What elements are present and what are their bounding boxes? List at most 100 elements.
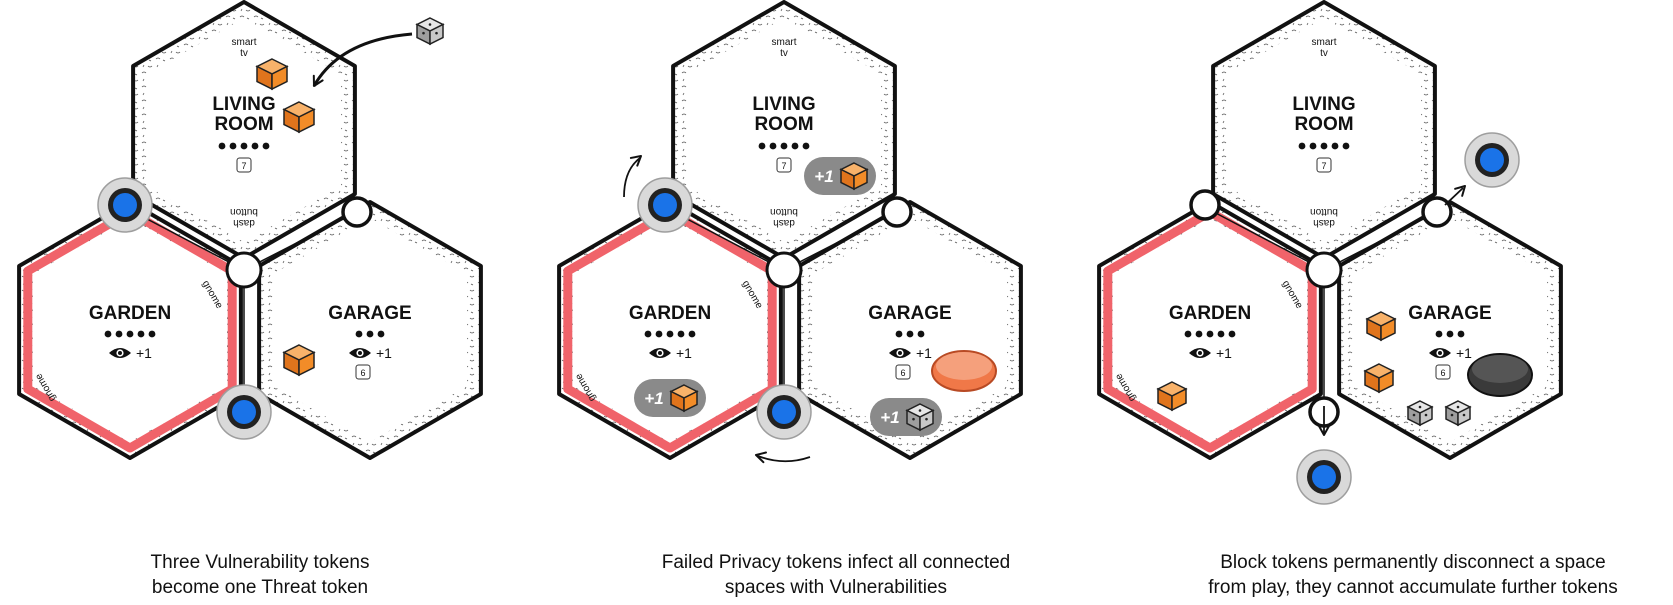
threat-cube-icon [1406,400,1434,427]
privacy-token-bottom [756,384,812,440]
cost-dot [218,142,226,150]
living-cost-dots [218,142,270,150]
chip-label: +1 [880,408,899,427]
number-box [895,364,911,380]
cost-dot [1217,330,1225,338]
tile-notch [881,196,913,228]
garage-cost-dots [895,330,925,338]
garage-title: GARAGE [1408,303,1491,324]
privacy-token-icon [1480,148,1504,172]
panel-3: smarttvLIVINGROOM7dashbuttonGARDEN+1gnom… [1097,0,1563,505]
vulnerability-cube-icon [282,344,316,377]
living-room-title-2: ROOM [214,114,273,135]
cost-dot [366,330,374,338]
arrow-head-icon [312,74,324,87]
block-token-top [1472,355,1528,383]
edge-line [129,209,245,271]
arrow-to-living [312,32,413,87]
living-feature-top-1: smart [232,37,257,48]
garage-cost-dots [355,330,385,338]
cost-dot [1228,330,1236,338]
tile-garden-inner [33,218,227,442]
cost-dot [148,330,156,338]
threat-cube-icon [905,403,935,432]
vulnerability-cube-icon [255,58,289,91]
cost-dot [1446,330,1454,338]
edge-line [1323,211,1438,271]
cost-dot [758,142,766,150]
cost-dot [780,142,788,150]
cost-dot [1457,330,1465,338]
caption-1: Three Vulnerability tokens become one Th… [0,550,520,600]
cost-dot [644,330,652,338]
living-room-title-1: LIVING [212,94,275,115]
cost-dot [115,330,123,338]
vulnerability-cube-icon [839,162,869,191]
garage-privacy: +1 [889,345,932,361]
caption-3-line-1: Block tokens permanently disconnect a sp… [1220,552,1606,573]
living-cost-dots [1298,142,1350,150]
living-feature-bottom-2: button [1310,206,1338,217]
garage-title: GARAGE [868,303,951,324]
cost-dot [677,330,685,338]
garage-title: GARAGE [328,303,411,324]
number-label: 7 [781,161,786,171]
living-number: 7 [1316,157,1332,173]
cost-dot [917,330,925,338]
garage-privacy: +1 [1429,345,1472,361]
cost-dot [355,330,363,338]
garden-privacy: +1 [1189,345,1232,361]
privacy-bonus: +1 [916,345,932,361]
privacy-bonus: +1 [136,345,152,361]
living-feature-top-2: tv [240,48,248,59]
privacy-bonus: +1 [676,345,692,361]
tile-garden-inner [573,218,767,442]
number-box [1316,157,1332,173]
garden-title: GARDEN [629,303,711,324]
caption-1-line-1: Three Vulnerability tokens [150,552,370,573]
living-feature-bottom-1: dash [1313,217,1335,228]
cost-dot [688,330,696,338]
edge-line [669,209,785,271]
empty-node [1305,251,1343,289]
living-room-title-1: LIVING [1292,94,1355,115]
living-room-title-2: ROOM [1294,114,1353,135]
removed-privacy-token-bottom [1296,449,1352,505]
living-feature-bottom-1: dash [773,217,795,228]
tile-notch [341,196,373,228]
rotate-arrow-bottom [757,455,811,463]
caption-3-line-2: from play, they cannot accumulate furthe… [1208,577,1618,598]
privacy-token-icon [113,193,137,217]
garden-cost-dots [1184,330,1236,338]
privacy-token-icon [653,193,677,217]
arrow-head-icon [1454,185,1466,197]
cost-dot [137,330,145,338]
cost-dot [1206,330,1214,338]
privacy-token-icon [772,400,796,424]
living-feature-top-2: tv [780,48,788,59]
garden-cost-dots [104,330,156,338]
garden-privacy: +1 [109,345,152,361]
living-cost-dots [758,142,810,150]
number-box [236,157,252,173]
cost-dot [240,142,248,150]
privacy-token-icon [1312,465,1336,489]
privacy-bonus: +1 [1216,345,1232,361]
cost-dot [666,330,674,338]
cost-dot [377,330,385,338]
number-box [1435,364,1451,380]
living-room-title-2: ROOM [754,114,813,135]
vulnerability-cube-icon [1363,363,1395,394]
living-feature-top-2: tv [1320,48,1328,59]
tile-notch-left [1189,189,1221,221]
caption-1-line-2: become one Threat token [151,577,369,598]
chip-garden: +1 [634,379,706,417]
number-label: 6 [360,368,365,378]
chip-garage: +1 [870,398,942,436]
panel-2: smarttvLIVINGROOM7dashbuttonGARDEN+1gnom… [557,0,1023,464]
edge-line [1209,209,1325,271]
privacy-token-top [97,177,153,233]
cost-dot [229,142,237,150]
caption-2: Failed Privacy tokens infect all connect… [576,550,1096,600]
